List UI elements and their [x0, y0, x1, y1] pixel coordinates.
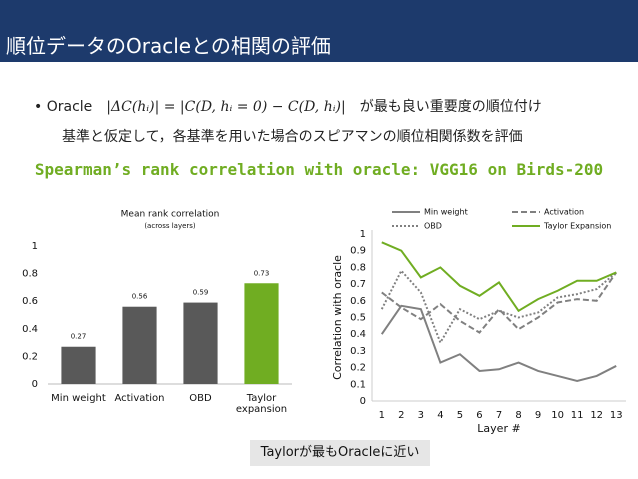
x-tick-label: 1: [379, 410, 385, 421]
x-tick-label: 6: [476, 410, 482, 421]
y-tick-label: 0.2: [22, 351, 38, 362]
value-label: 0.27: [71, 333, 87, 341]
x-tick-label: 4: [437, 410, 443, 421]
x-tick-label: Activation: [114, 393, 164, 404]
y-axis-label: Correlation with oracle: [331, 255, 344, 380]
y-tick-label: 0: [360, 396, 366, 407]
series-line: [380, 268, 617, 345]
y-tick-label: 1: [32, 241, 38, 252]
header-bar: 順位データのOracleとの相関の評価: [0, 0, 638, 62]
chart-title: Mean rank correlation: [121, 210, 220, 220]
x-axis-label: Layer #: [477, 422, 520, 435]
y-tick-label: 0.6: [22, 296, 38, 307]
y-tick-label: 0.6: [350, 296, 366, 307]
x-tick-label: Taylor expansion: [236, 393, 287, 415]
x-tick-label: OBD: [189, 393, 212, 404]
x-tick-label: 8: [515, 410, 521, 421]
series-line: [380, 304, 617, 382]
x-tick-label: 12: [590, 410, 603, 421]
formula: |ΔC(hᵢ)| = |C(D, hᵢ = 0) − C(D, hᵢ)|: [106, 99, 346, 115]
slide-title: 順位データのOracleとの相関の評価: [6, 34, 331, 58]
x-tick-label: 2: [398, 410, 404, 421]
x-tick-label: 9: [535, 410, 541, 421]
x-tick-label: 7: [496, 410, 502, 421]
value-label: 0.59: [193, 289, 209, 297]
legend-label: Min weight: [424, 208, 468, 217]
legend-label: OBD: [424, 222, 442, 231]
chart-subtitle: (across layers): [144, 222, 196, 230]
value-label: 0.56: [132, 293, 148, 301]
x-tick-label: 13: [610, 410, 623, 421]
x-tick-label: Min weight: [51, 393, 106, 404]
y-tick-label: 0: [32, 379, 38, 390]
bullet-line: • Oracle |ΔC(hᵢ)| = |C(D, hᵢ = 0) − C(D, …: [34, 99, 542, 115]
subtitle: Spearman’s rank correlation with oracle:…: [34, 160, 604, 179]
y-tick-label: 1: [360, 229, 366, 240]
y-tick-label: 0.4: [350, 329, 366, 340]
value-label: 0.73: [254, 269, 270, 277]
y-tick-label: 0.3: [350, 346, 366, 357]
bullet-lead: Oracle: [46, 99, 93, 115]
bullet-line-2: 基準と仮定して，各基準を用いた場合のスピアマンの順位相関係数を評価: [62, 129, 523, 145]
y-tick-label: 0.9: [350, 246, 366, 257]
bar: [244, 283, 279, 384]
x-tick-label: 10: [551, 410, 564, 421]
y-tick-label: 0.5: [350, 313, 366, 324]
x-tick-label: 5: [457, 410, 463, 421]
y-tick-label: 0.7: [350, 279, 366, 290]
series-line: [381, 271, 618, 334]
y-tick-label: 0.2: [350, 363, 366, 374]
x-tick-label: 11: [571, 410, 584, 421]
legend-label: Activation: [544, 208, 584, 217]
bar: [122, 306, 157, 384]
series-line: [381, 241, 617, 313]
bar: [61, 346, 96, 384]
bar: [183, 302, 218, 384]
y-tick-label: 0.4: [22, 324, 38, 335]
y-tick-label: 0.8: [22, 269, 38, 280]
y-tick-label: 0.1: [350, 379, 366, 390]
y-tick-label: 0.8: [350, 262, 366, 273]
caption: Taylorが最もOracleに近い: [250, 440, 430, 466]
x-tick-label: 3: [418, 410, 424, 421]
legend-label: Taylor Expansion: [543, 222, 611, 231]
bullet-tail: が最も良い重要度の順位付け: [359, 99, 542, 115]
